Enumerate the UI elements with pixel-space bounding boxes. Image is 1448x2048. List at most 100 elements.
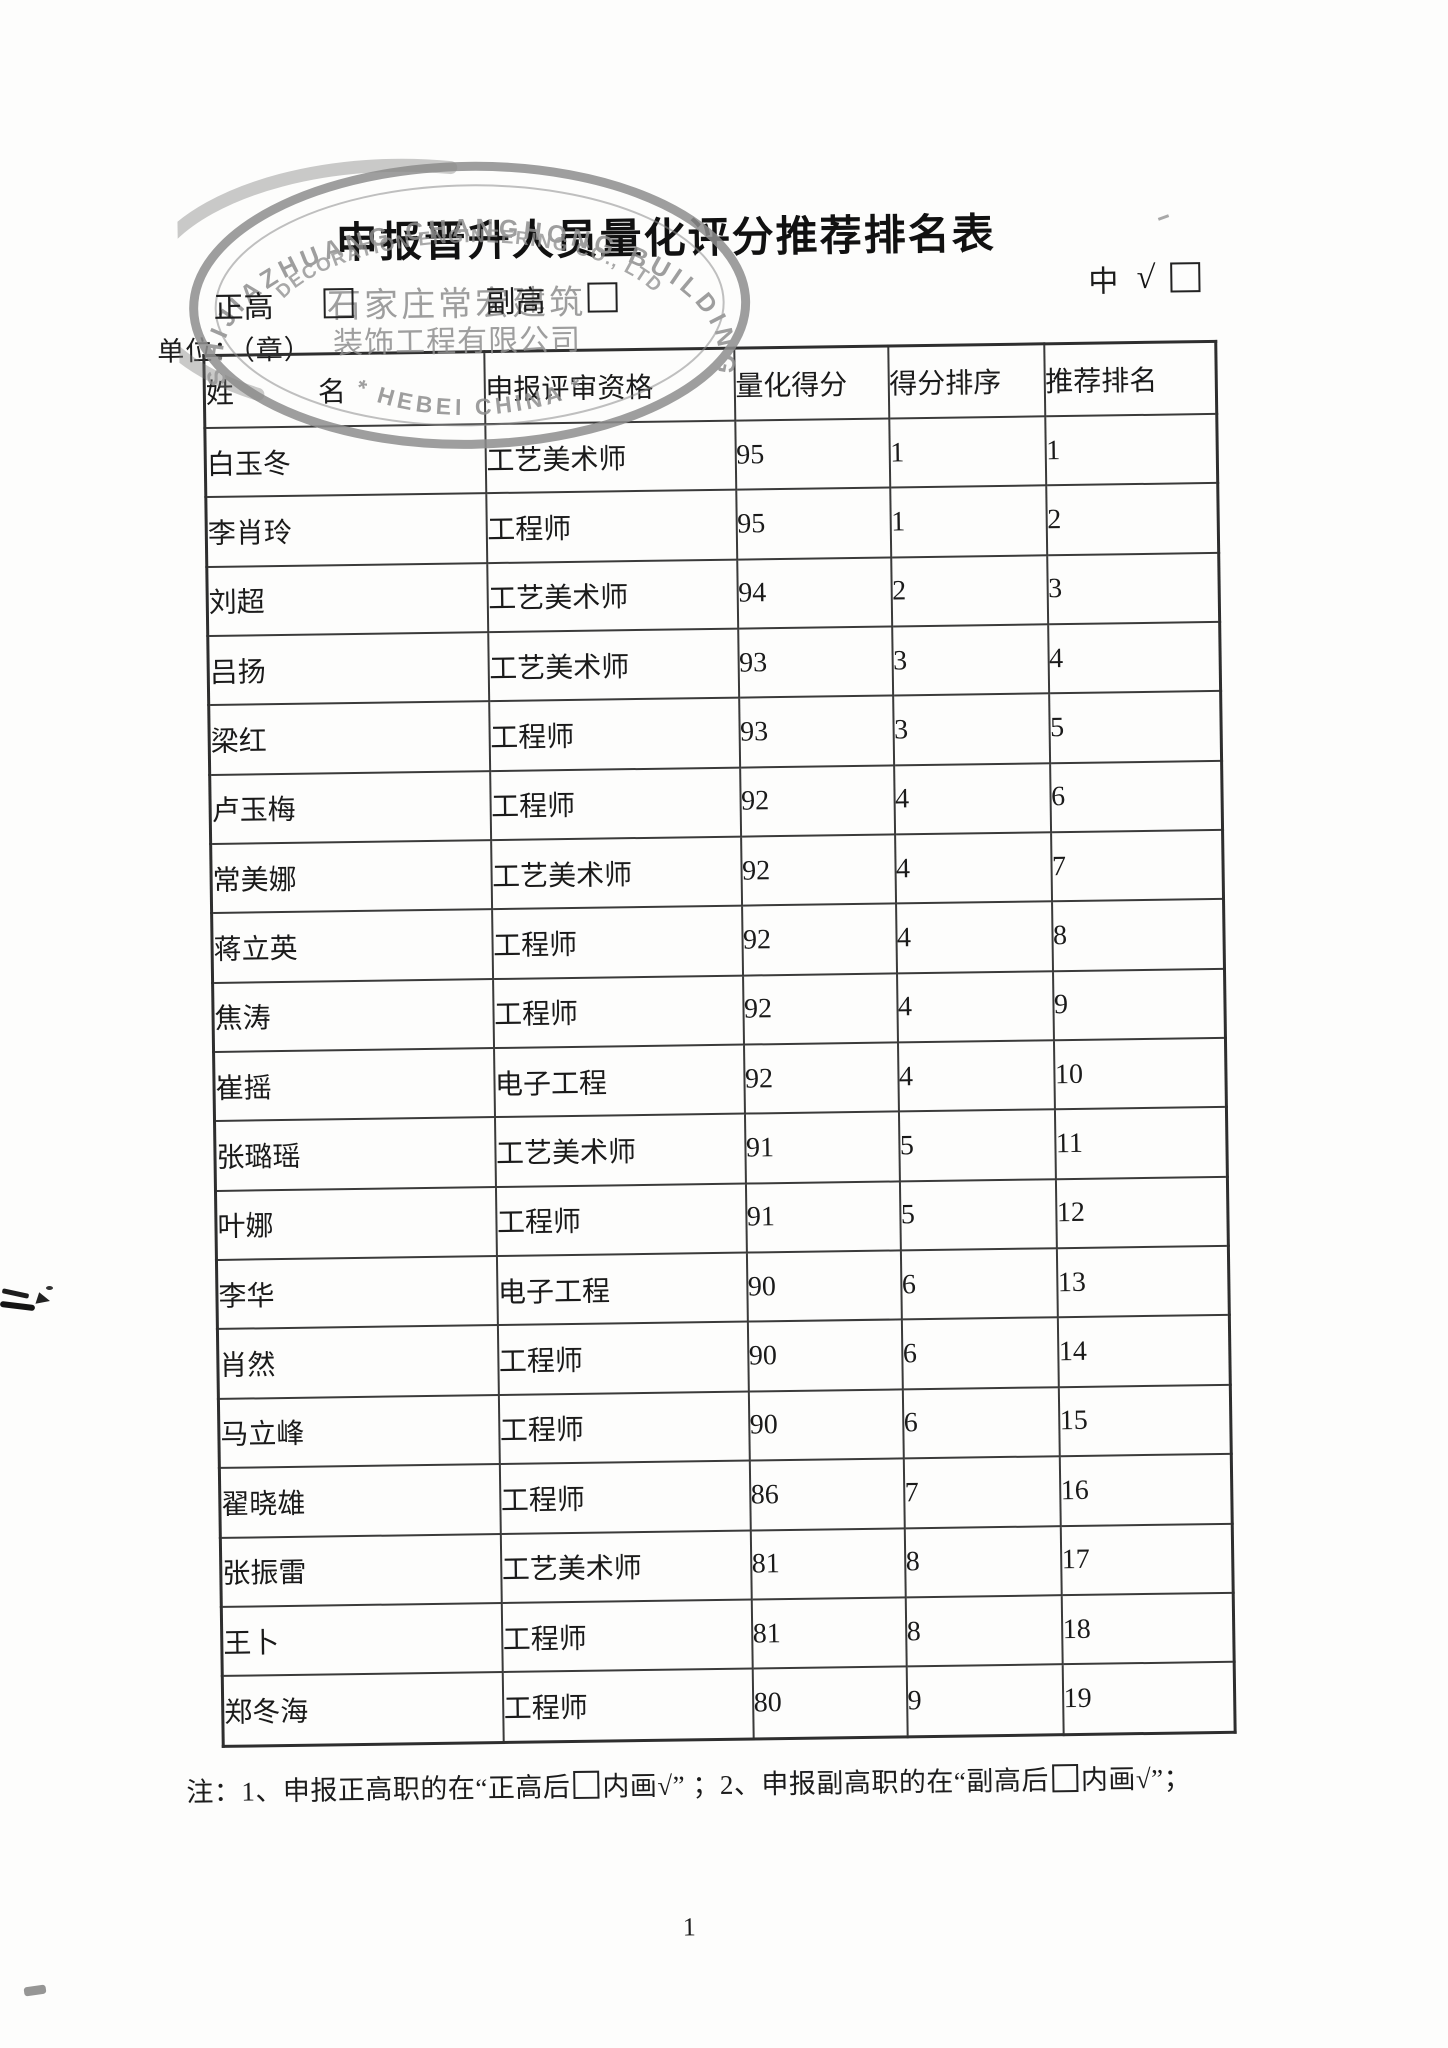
name-cell: 王卜 — [221, 1602, 503, 1677]
qualification-cell: 工艺美术师 — [500, 1530, 752, 1603]
name-cell: 常美娜 — [210, 840, 492, 914]
score-cell: 81 — [751, 1597, 907, 1669]
name-cell: 李华 — [216, 1256, 498, 1330]
qualification-cell: 工程师 — [502, 1668, 754, 1743]
score-rank-cell: 4 — [896, 971, 1054, 1043]
column-header-4: 推荐排名 — [1043, 341, 1217, 417]
score-cell: 92 — [741, 903, 897, 976]
qualification-cell: 工艺美术师 — [484, 420, 736, 494]
rec-rank-cell: 8 — [1051, 899, 1225, 972]
footnote-text-3: 内画√”； — [1080, 1763, 1192, 1795]
score-rank-cell: 3 — [892, 693, 1050, 766]
footnote-text-2: 内画√” ；2、申报副高职的在“副高后 — [602, 1765, 1050, 1802]
rec-rank-cell: 2 — [1045, 483, 1219, 555]
score-cell: 91 — [745, 1181, 901, 1253]
rec-rank-cell: 6 — [1049, 760, 1223, 833]
ink-smudge — [46, 1286, 53, 1290]
score-rank-cell: 5 — [899, 1179, 1057, 1251]
name-cell: 翟晓雄 — [219, 1464, 501, 1538]
name-cell: 梁红 — [208, 701, 490, 775]
score-cell: 94 — [736, 557, 892, 629]
rec-rank-cell: 1 — [1044, 413, 1218, 486]
score-cell: 92 — [739, 765, 895, 837]
rec-rank-cell: 18 — [1061, 1592, 1235, 1665]
score-rank-cell: 9 — [906, 1664, 1064, 1737]
score-cell: 92 — [742, 973, 898, 1045]
column-header-0: 姓 名 — [203, 351, 485, 429]
score-cell: 81 — [750, 1527, 906, 1600]
rec-rank-cell: 12 — [1055, 1176, 1229, 1249]
note-checkbox-2 — [1051, 1763, 1079, 1793]
name-cell: 吕扬 — [207, 632, 489, 706]
name-cell: 崔摇 — [213, 1048, 495, 1122]
note-checkbox-1 — [573, 1770, 600, 1800]
rec-rank-cell: 15 — [1058, 1384, 1232, 1457]
qualification-cell: 工程师 — [495, 1183, 747, 1257]
score-cell: 90 — [746, 1250, 902, 1323]
score-rank-cell: 4 — [894, 832, 1052, 904]
score-cell: 90 — [747, 1319, 903, 1392]
rec-rank-cell: 17 — [1060, 1523, 1234, 1596]
score-cell: 93 — [738, 695, 894, 768]
grade-option-fugao: 副高 — [485, 275, 618, 321]
qualification-cell: 工程师 — [491, 906, 743, 979]
score-rank-cell: 4 — [895, 901, 1053, 974]
grade-label-fugao: 副高 — [485, 285, 546, 320]
qualification-cell: 工程师 — [492, 975, 744, 1049]
score-rank-cell: 3 — [891, 624, 1049, 696]
qualification-cell: 工程师 — [497, 1322, 749, 1395]
score-cell: 86 — [749, 1458, 905, 1531]
rec-rank-cell: 9 — [1052, 968, 1226, 1041]
score-cell: 93 — [737, 626, 893, 698]
qualification-cell: 工程师 — [501, 1599, 753, 1673]
column-header-1: 申报评审资格 — [483, 348, 735, 425]
name-cell: 张璐瑶 — [214, 1117, 496, 1191]
score-rank-cell: 8 — [904, 1525, 1062, 1598]
score-cell: 92 — [740, 834, 896, 907]
footnote: 注：1、申报正高职的在“正高后 内画√” ；2、申报副高职的在“副高后 内画√”； — [186, 1754, 1366, 1809]
qualification-cell: 工程师 — [489, 767, 741, 841]
rec-rank-cell: 13 — [1056, 1245, 1230, 1318]
checkbox-fugao — [587, 282, 618, 313]
qualification-cell: 工程师 — [498, 1391, 750, 1465]
qualification-cell: 工艺美术师 — [490, 836, 742, 910]
name-cell: 卢玉梅 — [209, 770, 491, 845]
score-rank-cell: 6 — [902, 1387, 1060, 1459]
name-cell: 叶娜 — [215, 1186, 497, 1261]
column-header-2: 量化得分 — [733, 345, 889, 421]
score-rank-cell: 5 — [898, 1109, 1056, 1182]
grade-option-zhenggao: 正高 — [213, 281, 354, 327]
score-cell: 80 — [752, 1666, 908, 1740]
name-cell: 肖然 — [217, 1325, 499, 1399]
qualification-cell: 工程师 — [485, 489, 737, 563]
ranking-table: 姓 名申报评审资格 量化得分 得分排序 推荐排名 白玉冬 工艺美术师 95 1 1 李肖玲 工程师… — [202, 339, 1237, 1748]
score-cell: 92 — [743, 1042, 899, 1115]
qualification-cell: 电子工程 — [496, 1252, 748, 1326]
grade-label-zhenggao: 正高 — [213, 291, 274, 325]
score-rank-cell: 6 — [901, 1317, 1059, 1390]
score-rank-cell: 2 — [890, 554, 1048, 627]
rec-rank-cell: 14 — [1057, 1315, 1231, 1388]
rec-rank-cell: 19 — [1062, 1661, 1236, 1735]
score-rank-cell: 4 — [897, 1040, 1055, 1112]
score-rank-cell: 1 — [889, 485, 1047, 558]
checkbox-zhenggao — [323, 287, 354, 319]
rec-rank-cell: 3 — [1046, 552, 1220, 625]
grade-option-zhong: 中 √ — [1088, 255, 1201, 301]
score-rank-cell: 8 — [905, 1595, 1063, 1667]
qualification-cell: 工程师 — [488, 697, 740, 771]
rec-rank-cell: 16 — [1059, 1453, 1233, 1526]
score-cell: 91 — [744, 1111, 900, 1184]
column-header-3: 得分排序 — [887, 343, 1045, 419]
score-rank-cell: 1 — [888, 416, 1046, 488]
check-mark: √ — [1135, 258, 1156, 296]
name-cell: 郑冬海 — [222, 1672, 504, 1747]
footnote-text-1: 注：1、申报正高职的在“正高后 — [186, 1772, 571, 1808]
table-row: 郑冬海 工程师 80 9 19 — [222, 1661, 1236, 1747]
qualification-cell: 工艺美术师 — [486, 559, 738, 633]
rec-rank-cell: 7 — [1050, 829, 1224, 902]
name-cell: 蒋立英 — [211, 909, 493, 983]
grade-label-zhong: 中 — [1088, 265, 1119, 299]
